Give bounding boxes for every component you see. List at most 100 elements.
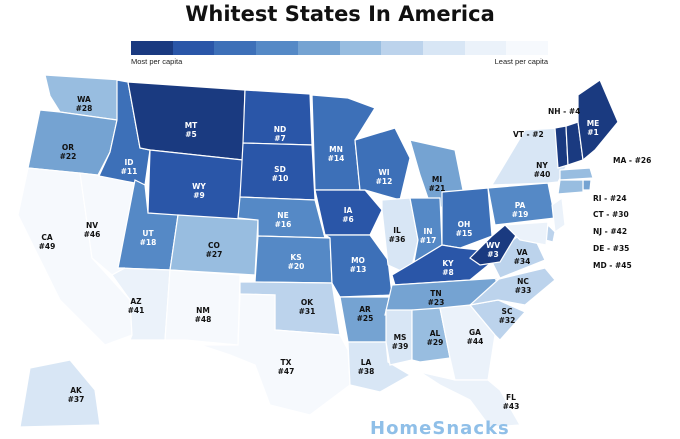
state-abbr-la: LA — [361, 358, 372, 367]
state-abbr-oh: OH — [458, 220, 471, 229]
state-rank-mn: #14 — [328, 154, 345, 163]
state-rank-nc: #33 — [515, 286, 532, 295]
state-rank-tn: #23 — [428, 298, 445, 307]
state-abbr-co: CO — [208, 241, 220, 250]
state-abbr-wa: WA — [77, 95, 91, 104]
legend-swatch — [464, 41, 507, 55]
state-ak[interactable] — [19, 359, 101, 427]
state-ms[interactable] — [385, 309, 413, 366]
state-callout-ri: RI - #24 — [593, 194, 627, 203]
state-abbr-al: AL — [430, 329, 441, 338]
us-choropleth-map: WA#28 OR#22 CA#49 NV#46 ID#11 MT#5 WY#9 UT#18 AZ… — [19, 75, 652, 427]
state-rank-mo: #13 — [350, 265, 367, 274]
state-ma[interactable] — [559, 167, 594, 181]
state-nc[interactable] — [468, 267, 556, 306]
state-rank-wv: #3 — [487, 250, 499, 259]
state-abbr-ut: UT — [142, 229, 154, 238]
color-legend — [131, 41, 549, 55]
state-rank-in: #17 — [420, 236, 437, 245]
state-rank-ky: #8 — [442, 268, 454, 277]
state-abbr-sd: SD — [274, 165, 286, 174]
state-abbr-ok: OK — [301, 298, 314, 307]
state-abbr-mt: MT — [185, 121, 198, 130]
state-rank-ms: #39 — [392, 342, 409, 351]
state-ia[interactable] — [314, 189, 383, 236]
state-wi[interactable] — [354, 127, 411, 201]
state-rank-fl: #43 — [503, 402, 520, 411]
state-rank-me: #1 — [587, 128, 599, 137]
state-abbr-id: ID — [124, 158, 133, 167]
legend-swatch — [256, 41, 298, 55]
state-rank-sc: #32 — [499, 316, 516, 325]
state-oh[interactable] — [441, 187, 493, 249]
state-abbr-mi: MI — [432, 175, 442, 184]
state-rank-wi: #12 — [376, 177, 393, 186]
state-fl[interactable] — [419, 371, 521, 427]
state-abbr-mn: MN — [329, 145, 343, 154]
state-abbr-nc: NC — [517, 277, 529, 286]
state-abbr-ny: NY — [536, 161, 548, 170]
state-me[interactable] — [577, 79, 619, 162]
state-abbr-tx: TX — [281, 358, 292, 367]
state-rank-or: #22 — [60, 152, 77, 161]
legend-swatch — [131, 41, 173, 55]
map-title: Whitest States In America — [185, 2, 495, 26]
state-rank-al: #29 — [427, 338, 444, 347]
state-callout-md: MD - #45 — [593, 261, 632, 270]
state-rank-ak: #37 — [68, 395, 85, 404]
state-rank-ut: #18 — [140, 238, 157, 247]
state-tx[interactable] — [199, 293, 351, 416]
legend-swatch — [422, 41, 465, 55]
state-rank-mi: #21 — [429, 184, 446, 193]
legend-most-label: Most per capita — [131, 57, 183, 66]
state-rank-wy: #9 — [193, 191, 205, 200]
state-abbr-mo: MO — [351, 256, 365, 265]
state-abbr-ca: CA — [41, 233, 53, 242]
state-rank-nv: #46 — [84, 230, 101, 239]
state-rank-wa: #28 — [76, 104, 93, 113]
state-rank-il: #36 — [389, 235, 406, 244]
state-rank-ks: #20 — [288, 262, 305, 271]
state-rank-nd: #7 — [274, 134, 286, 143]
state-nm[interactable] — [164, 269, 241, 346]
state-ri[interactable] — [582, 179, 592, 191]
state-abbr-wy: WY — [192, 182, 206, 191]
legend-swatch — [172, 41, 215, 55]
state-rank-ia: #6 — [342, 215, 354, 224]
state-abbr-pa: PA — [515, 201, 526, 210]
state-rank-ga: #44 — [467, 337, 484, 346]
state-abbr-or: OR — [62, 143, 74, 152]
state-callout-nh: NH - #4 — [548, 107, 580, 116]
state-abbr-fl: FL — [506, 393, 516, 402]
state-callout-nj: NJ - #42 — [593, 227, 627, 236]
state-al[interactable] — [411, 307, 451, 363]
state-abbr-ga: GA — [469, 328, 481, 337]
legend-swatch — [381, 41, 423, 55]
state-rank-nm: #48 — [195, 315, 212, 324]
state-rank-ne: #16 — [275, 220, 292, 229]
state-abbr-sc: SC — [502, 307, 513, 316]
state-abbr-ms: MS — [394, 333, 407, 342]
state-mo[interactable] — [322, 234, 393, 298]
legend-swatch — [214, 41, 257, 55]
state-rank-la: #38 — [358, 367, 375, 376]
state-rank-ny: #40 — [534, 170, 551, 179]
state-md[interactable] — [503, 221, 549, 246]
state-abbr-ky: KY — [442, 259, 454, 268]
state-callout-ct: CT - #30 — [593, 210, 629, 219]
state-abbr-ak: AK — [70, 386, 83, 395]
state-rank-sd: #10 — [272, 174, 289, 183]
legend-least-label: Least per capita — [494, 57, 548, 66]
state-abbr-il: IL — [393, 226, 401, 235]
state-abbr-nm: NM — [196, 306, 210, 315]
state-abbr-nv: NV — [86, 221, 98, 230]
state-abbr-wv: WV — [486, 241, 500, 250]
state-abbr-in: IN — [423, 227, 432, 236]
state-nj[interactable] — [551, 196, 566, 234]
state-ct[interactable] — [557, 179, 584, 195]
state-abbr-me: ME — [587, 119, 600, 128]
state-rank-az: #41 — [128, 306, 145, 315]
state-rank-pa: #19 — [512, 210, 529, 219]
legend-swatch — [339, 41, 382, 55]
state-callout-ma: MA - #26 — [613, 156, 651, 165]
